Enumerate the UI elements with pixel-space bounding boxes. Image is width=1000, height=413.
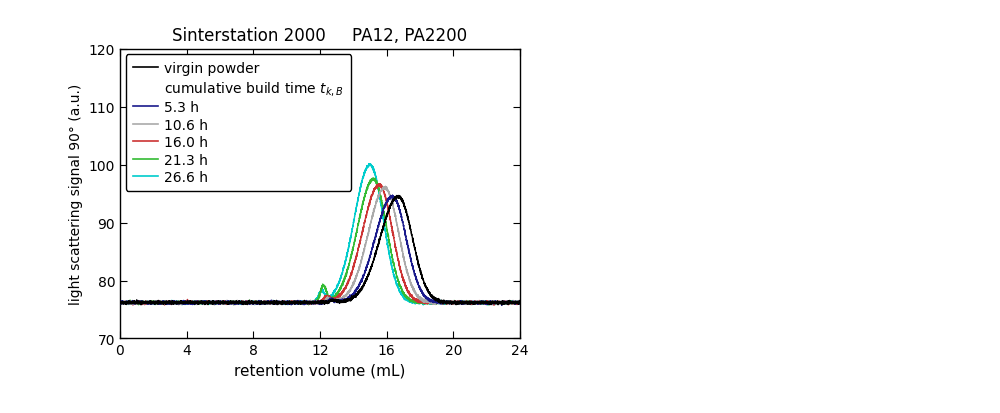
Title: Sinterstation 2000     PA12, PA2200: Sinterstation 2000 PA12, PA2200 xyxy=(172,27,468,45)
Y-axis label: light scattering signal 90° (a.u.): light scattering signal 90° (a.u.) xyxy=(69,84,83,304)
Legend: virgin powder, cumulative build time $t_{k,B}$, 5.3 h, 10.6 h, 16.0 h, 21.3 h, 2: virgin powder, cumulative build time $t_… xyxy=(126,55,351,192)
X-axis label: retention volume (mL): retention volume (mL) xyxy=(234,363,406,378)
